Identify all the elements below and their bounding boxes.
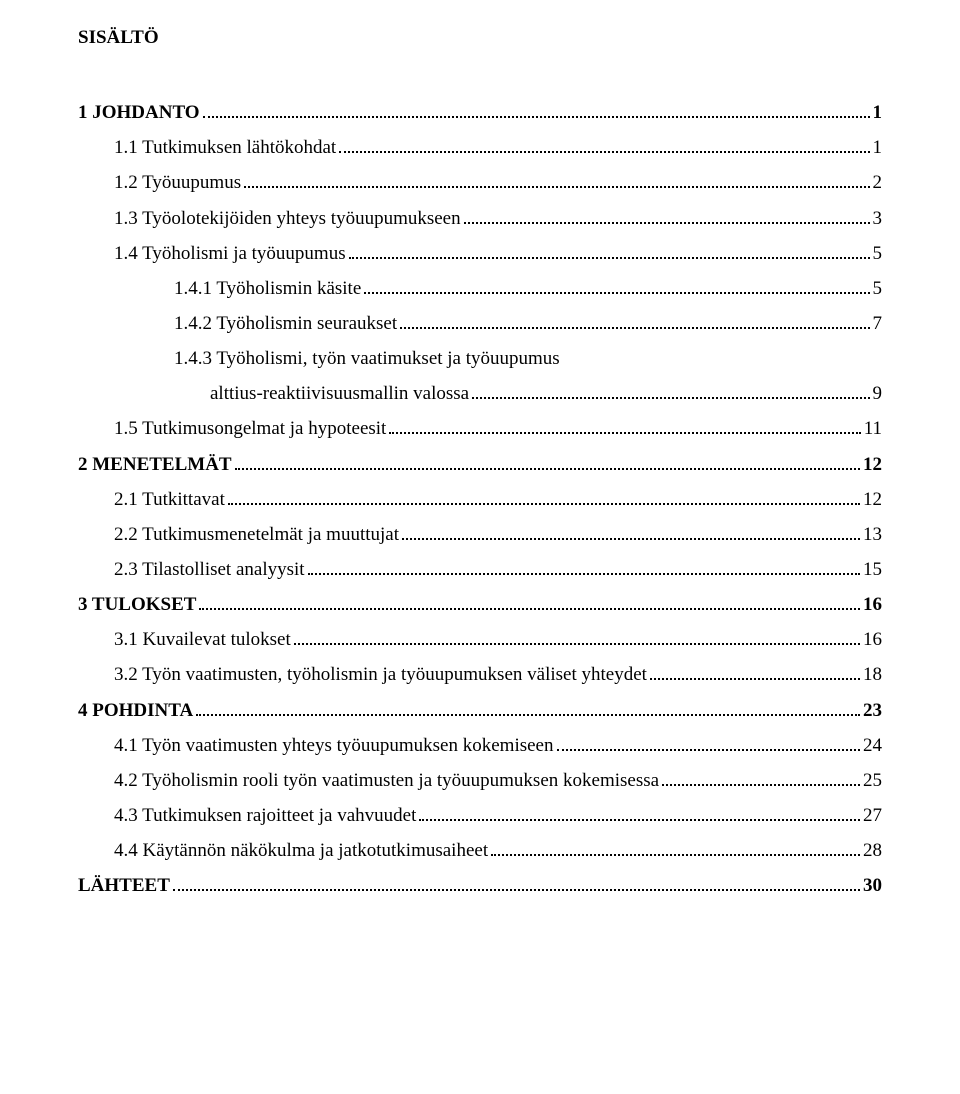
- toc-page-number: 28: [863, 833, 882, 868]
- toc-page-number: 1: [873, 130, 883, 165]
- toc-label: 2.2 Tutkimusmenetelmät ja muuttujat: [114, 517, 399, 552]
- toc-label: 3.1 Kuvailevat tulokset: [114, 622, 291, 657]
- toc-label: 2 MENETELMÄT: [78, 447, 232, 482]
- toc-leader-dots: [196, 695, 860, 716]
- toc-leader-dots: [419, 800, 860, 821]
- toc-row: 2 MENETELMÄT 12: [78, 447, 882, 482]
- toc-label: 4.3 Tutkimuksen rajoitteet ja vahvuudet: [114, 798, 416, 833]
- toc-page-number: 2: [873, 165, 883, 200]
- toc-page-number: 25: [863, 763, 882, 798]
- toc-label: 3.2 Työn vaatimusten, työholismin ja työ…: [114, 657, 647, 692]
- toc-row: 1 JOHDANTO 1: [78, 95, 882, 130]
- toc-leader-dots: [400, 308, 869, 329]
- toc-leader-dots: [308, 554, 860, 575]
- table-of-contents: 1 JOHDANTO11.1 Tutkimuksen lähtökohdat11…: [78, 95, 882, 903]
- toc-page-number: 9: [873, 376, 883, 411]
- toc-row: 1.4.3 Työholismi, työn vaatimukset ja ty…: [78, 341, 882, 376]
- toc-leader-dots: [557, 730, 861, 751]
- toc-leader-dots: [402, 519, 860, 540]
- toc-page-number: 16: [863, 622, 882, 657]
- toc-page-number: 16: [863, 587, 882, 622]
- toc-row: 1.5 Tutkimusongelmat ja hypoteesit 11: [78, 411, 882, 446]
- toc-page-number: 7: [873, 306, 883, 341]
- toc-page-number: 1: [873, 95, 883, 130]
- toc-row: 3.1 Kuvailevat tulokset 16: [78, 622, 882, 657]
- toc-row: 4.4 Käytännön näkökulma ja jatkotutkimus…: [78, 833, 882, 868]
- toc-page-number: 5: [873, 236, 883, 271]
- toc-page-number: 11: [864, 411, 882, 446]
- toc-label: 1.4.1 Työholismin käsite: [174, 271, 361, 306]
- toc-label: 1.1 Tutkimuksen lähtökohdat: [114, 130, 336, 165]
- toc-label: 2.3 Tilastolliset analyysit: [114, 552, 305, 587]
- toc-row: 3.2 Työn vaatimusten, työholismin ja työ…: [78, 657, 882, 692]
- toc-label: 4.4 Käytännön näkökulma ja jatkotutkimus…: [114, 833, 488, 868]
- toc-leader-dots: [662, 765, 860, 786]
- toc-leader-dots: [235, 449, 860, 470]
- toc-page-number: 30: [863, 868, 882, 903]
- toc-label: alttius-reaktiivisuusmallin valossa: [210, 376, 469, 411]
- toc-row: 1.1 Tutkimuksen lähtökohdat 1: [78, 130, 882, 165]
- toc-row: 4.1 Työn vaatimusten yhteys työuupumukse…: [78, 728, 882, 763]
- toc-page-number: 15: [863, 552, 882, 587]
- toc-label: 2.1 Tutkittavat: [114, 482, 225, 517]
- toc-row: 1.4.1 Työholismin käsite 5: [78, 271, 882, 306]
- toc-page-number: 27: [863, 798, 882, 833]
- toc-leader-dots: [199, 589, 860, 610]
- toc-label: 1.4.3 Työholismi, työn vaatimukset ja ty…: [174, 341, 560, 376]
- toc-label: 1.3 Työolotekijöiden yhteys työuupumukse…: [114, 201, 461, 236]
- toc-leader-dots: [173, 870, 860, 891]
- toc-row: 1.2 Työuupumus 2: [78, 165, 882, 200]
- toc-page-number: 23: [863, 693, 882, 728]
- toc-page-number: 12: [863, 482, 882, 517]
- toc-leader-dots: [228, 484, 860, 505]
- toc-label: 3 TULOKSET: [78, 587, 196, 622]
- toc-row: 1.4 Työholismi ja työuupumus 5: [78, 236, 882, 271]
- toc-leader-dots: [349, 238, 870, 259]
- toc-row: 1.4.2 Työholismin seuraukset 7: [78, 306, 882, 341]
- toc-label: LÄHTEET: [78, 868, 170, 903]
- toc-leader-dots: [339, 132, 869, 153]
- toc-row: 1.3 Työolotekijöiden yhteys työuupumukse…: [78, 201, 882, 236]
- toc-row: 2.1 Tutkittavat 12: [78, 482, 882, 517]
- toc-label: 4 POHDINTA: [78, 693, 193, 728]
- toc-row: 4.3 Tutkimuksen rajoitteet ja vahvuudet 2…: [78, 798, 882, 833]
- toc-page-number: 13: [863, 517, 882, 552]
- toc-page-number: 12: [863, 447, 882, 482]
- toc-label: 4.1 Työn vaatimusten yhteys työuupumukse…: [114, 728, 554, 763]
- toc-page-number: 3: [873, 201, 883, 236]
- page-title: SISÄLTÖ: [78, 20, 882, 55]
- toc-label: 1.5 Tutkimusongelmat ja hypoteesit: [114, 411, 386, 446]
- toc-leader-dots: [203, 97, 870, 118]
- toc-label: 1.4 Työholismi ja työuupumus: [114, 236, 346, 271]
- toc-row: alttius-reaktiivisuusmallin valossa 9: [78, 376, 882, 411]
- toc-leader-dots: [294, 624, 860, 645]
- toc-row: 4.2 Työholismin rooli työn vaatimusten j…: [78, 763, 882, 798]
- toc-leader-dots: [244, 167, 869, 188]
- toc-leader-dots: [472, 378, 869, 399]
- toc-row: 2.3 Tilastolliset analyysit 15: [78, 552, 882, 587]
- toc-row: LÄHTEET 30: [78, 868, 882, 903]
- toc-leader-dots: [464, 203, 870, 224]
- toc-leader-dots: [364, 273, 869, 294]
- toc-page-number: 18: [863, 657, 882, 692]
- document-page: SISÄLTÖ 1 JOHDANTO11.1 Tutkimuksen lähtö…: [0, 0, 960, 1094]
- toc-leader-dots: [650, 659, 860, 680]
- toc-label: 1.2 Työuupumus: [114, 165, 241, 200]
- toc-leader-dots: [389, 413, 860, 434]
- toc-row: 4 POHDINTA 23: [78, 693, 882, 728]
- toc-page-number: 24: [863, 728, 882, 763]
- toc-label: 1 JOHDANTO: [78, 95, 200, 130]
- toc-row: 2.2 Tutkimusmenetelmät ja muuttujat 13: [78, 517, 882, 552]
- toc-row: 3 TULOKSET 16: [78, 587, 882, 622]
- toc-leader-dots: [491, 835, 860, 856]
- toc-label: 4.2 Työholismin rooli työn vaatimusten j…: [114, 763, 659, 798]
- toc-page-number: 5: [873, 271, 883, 306]
- toc-label: 1.4.2 Työholismin seuraukset: [174, 306, 397, 341]
